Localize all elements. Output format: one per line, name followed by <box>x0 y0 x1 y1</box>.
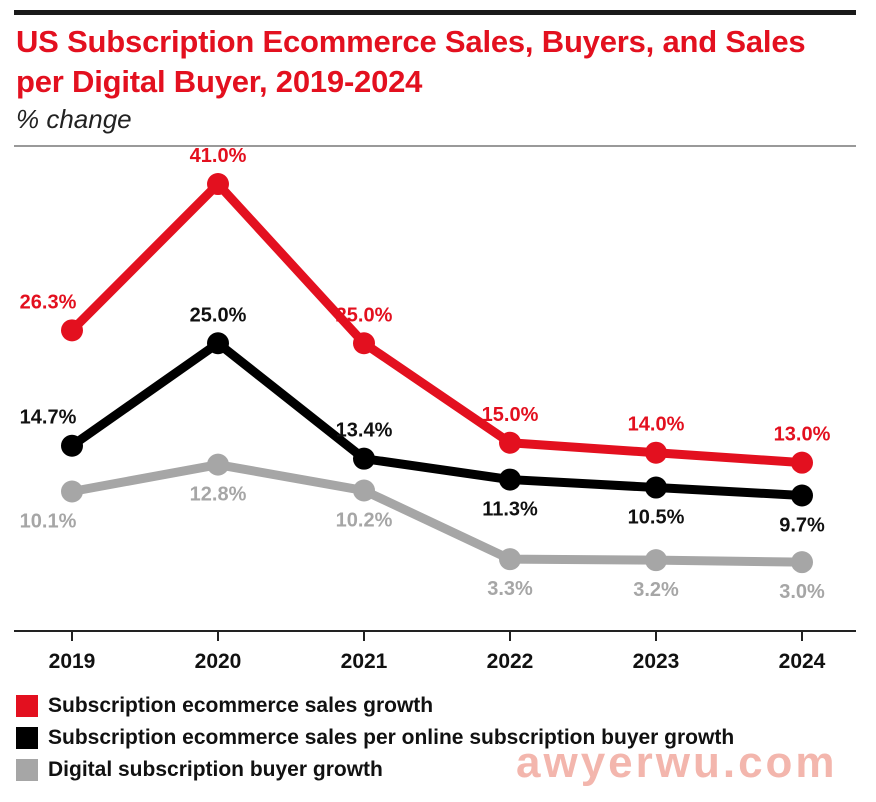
data-point <box>61 319 83 342</box>
x-tick-label: 2020 <box>195 650 242 673</box>
x-tick-label: 2021 <box>341 650 388 673</box>
data-point <box>61 480 83 503</box>
data-point <box>499 548 521 571</box>
data-label: 3.2% <box>633 579 679 601</box>
data-label: 14.0% <box>628 414 685 436</box>
data-label: 12.8% <box>190 484 247 506</box>
data-label: 10.1% <box>20 511 77 533</box>
data-point <box>791 451 813 474</box>
legend-swatch-sales <box>16 695 38 717</box>
data-label: 25.0% <box>190 304 247 326</box>
data-point <box>645 476 667 499</box>
top-rule <box>14 10 856 15</box>
data-point <box>645 549 667 572</box>
data-point <box>499 468 521 491</box>
watermark: awyerwu.com <box>516 738 838 787</box>
x-tick-label: 2022 <box>487 650 534 673</box>
subtitle-rule <box>14 145 856 147</box>
data-point <box>645 441 667 464</box>
data-label: 10.5% <box>628 507 685 529</box>
data-point <box>353 447 375 470</box>
series-line <box>67 460 807 567</box>
x-tick-label: 2019 <box>49 650 96 673</box>
data-label: 15.0% <box>482 404 539 426</box>
legend-swatch-buyers <box>16 759 38 781</box>
x-tick-label: 2023 <box>633 650 680 673</box>
legend: Subscription ecommerce sales growth Subs… <box>16 690 734 786</box>
data-point <box>791 551 813 574</box>
data-point <box>499 431 521 454</box>
data-label: 13.4% <box>336 420 393 442</box>
data-label: 3.0% <box>779 581 825 603</box>
legend-swatch-sales-per-buyer <box>16 727 38 749</box>
chart-title: US Subscription Ecommerce Sales, Buyers,… <box>16 24 806 99</box>
legend-item: Subscription ecommerce sales growth <box>16 690 734 722</box>
legend-label-buyers: Digital subscription buyer growth <box>48 758 383 781</box>
data-point <box>61 434 83 457</box>
legend-label-sales: Subscription ecommerce sales growth <box>48 694 434 717</box>
data-label: 41.0% <box>190 145 247 167</box>
data-label: 13.0% <box>774 424 831 446</box>
data-label: 10.2% <box>336 510 393 532</box>
chart-subtitle: % change <box>16 104 132 134</box>
legend-item: Digital subscription buyer growth <box>16 754 734 786</box>
x-tick-label: 2024 <box>779 650 826 673</box>
data-point <box>791 484 813 507</box>
line-chart: 2019 2020 2021 2022 2023 2024 26.3% 41.0% 25.0% 1… <box>14 145 856 673</box>
series-line <box>67 179 807 468</box>
data-label: 14.7% <box>20 407 77 429</box>
data-point <box>353 332 375 355</box>
data-label: 25.0% <box>336 304 393 326</box>
series-line <box>67 338 807 500</box>
legend-label-sales-per-buyer: Subscription ecommerce sales per online … <box>48 726 735 749</box>
data-label: 26.3% <box>20 291 77 313</box>
legend-item: Subscription ecommerce sales per online … <box>16 722 734 754</box>
data-point <box>353 479 375 502</box>
data-label: 11.3% <box>482 499 538 521</box>
data-label: 9.7% <box>779 514 825 536</box>
data-point <box>207 453 229 476</box>
data-label: 3.3% <box>487 578 533 600</box>
data-point <box>207 332 229 355</box>
data-point <box>207 173 229 196</box>
